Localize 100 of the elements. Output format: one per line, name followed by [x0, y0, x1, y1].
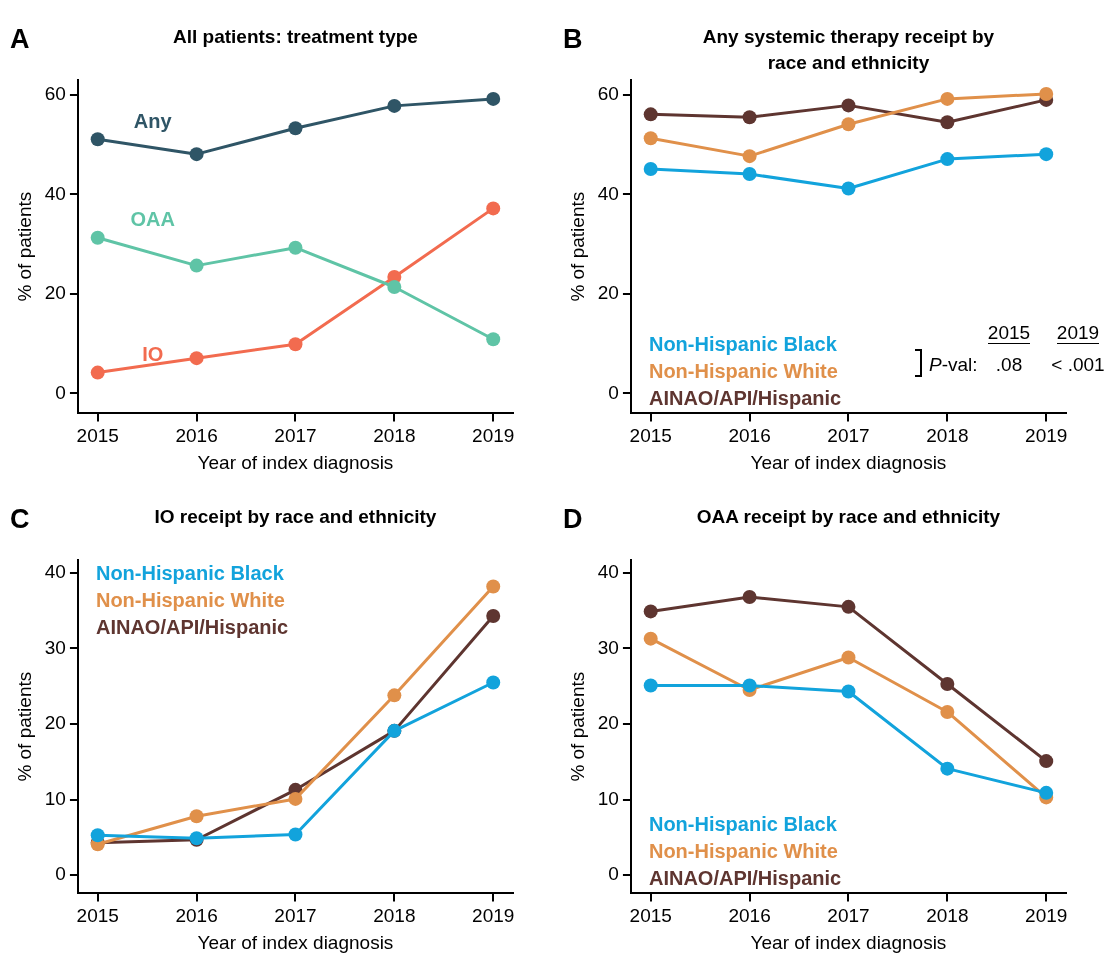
- point: [288, 121, 303, 136]
- point: [742, 149, 757, 164]
- text: Non-Hispanic Black: [95, 561, 285, 584]
- point: [288, 791, 303, 806]
- point: [841, 650, 856, 665]
- point: [643, 162, 658, 177]
- annotation: 2019: [1056, 322, 1100, 344]
- x-tick-label: 2015: [76, 425, 119, 447]
- point: [940, 704, 955, 719]
- x-tick-label: 2018: [373, 905, 416, 927]
- y-tick-label: 20: [44, 282, 66, 304]
- point: [189, 147, 204, 162]
- series-label: Any: [133, 109, 173, 132]
- y-axis-title: % of patients: [13, 191, 35, 302]
- y-tick-label: 40: [44, 561, 66, 583]
- x-tick-label: 2016: [728, 905, 771, 927]
- y-tick-label: 0: [55, 863, 66, 885]
- point: [742, 110, 757, 125]
- x-tick-label: 2017: [827, 905, 870, 927]
- x-tick-label: 2019: [1025, 905, 1068, 927]
- text: Non-Hispanic White: [648, 839, 838, 862]
- point: [841, 98, 856, 113]
- y-axis-title: % of patients: [566, 191, 588, 302]
- x-tick-label: 2015: [629, 905, 672, 927]
- x-tick-label: 2018: [926, 425, 969, 447]
- point: [1039, 785, 1054, 800]
- point: [486, 201, 501, 216]
- chart-title: IO receipt by race and ethnicity: [154, 506, 437, 527]
- point: [742, 590, 757, 605]
- x-tick-label: 2015: [76, 905, 119, 927]
- point: [387, 688, 402, 703]
- x-tick-label: 2018: [373, 425, 416, 447]
- y-tick-label: 20: [597, 712, 619, 734]
- point: [189, 809, 204, 824]
- y-tick-label: 30: [597, 636, 619, 658]
- y-tick-label: 60: [44, 83, 66, 105]
- point: [940, 761, 955, 776]
- text: Non-Hispanic Black: [648, 812, 838, 835]
- point: [643, 107, 658, 122]
- point: [742, 678, 757, 693]
- text: A: [10, 24, 30, 54]
- point: [643, 131, 658, 146]
- point: [90, 828, 105, 843]
- point: [486, 608, 501, 623]
- point: [841, 181, 856, 196]
- point: [841, 117, 856, 132]
- point: [486, 579, 501, 594]
- series-label: OAA: [130, 208, 175, 231]
- point: [643, 631, 658, 646]
- y-tick-label: 0: [55, 381, 66, 403]
- y-tick-label: 0: [608, 863, 619, 885]
- x-tick-label: 2018: [926, 905, 969, 927]
- point: [940, 676, 955, 691]
- text: AINAO/API/Hispanic: [95, 615, 289, 638]
- y-tick-label: 40: [597, 182, 619, 204]
- annotation: < .001: [1051, 354, 1105, 376]
- point: [841, 599, 856, 614]
- point: [387, 280, 402, 295]
- x-axis-title: Year of index diagnosis: [750, 451, 947, 473]
- point: [288, 337, 303, 352]
- x-tick-label: 2017: [827, 425, 870, 447]
- text: C: [10, 504, 30, 534]
- annotation: .08: [995, 354, 1023, 376]
- point: [486, 332, 501, 347]
- text: Non-Hispanic White: [95, 588, 285, 611]
- point: [288, 827, 303, 842]
- point: [189, 258, 204, 273]
- point: [90, 365, 105, 380]
- annotation: 2015: [987, 322, 1031, 344]
- point: [940, 91, 955, 106]
- annotation: P-val:: [929, 354, 978, 376]
- y-tick-label: 30: [44, 636, 66, 658]
- y-axis-title: % of patients: [13, 671, 35, 782]
- x-axis-title: Year of index diagnosis: [197, 931, 394, 953]
- x-tick-label: 2015: [629, 425, 672, 447]
- point: [940, 115, 955, 130]
- point: [486, 91, 501, 106]
- text: AINAO/API/Hispanic: [648, 866, 842, 889]
- point: [288, 240, 303, 255]
- x-tick-label: 2019: [472, 905, 515, 927]
- x-axis-title: Year of index diagnosis: [750, 931, 947, 953]
- y-tick-label: 10: [44, 787, 66, 809]
- x-tick-label: 2019: [472, 425, 515, 447]
- point: [90, 132, 105, 147]
- y-tick-label: 10: [597, 787, 619, 809]
- text: B: [563, 24, 583, 54]
- y-axis-title: % of patients: [566, 671, 588, 782]
- y-tick-label: 60: [597, 83, 619, 105]
- point: [486, 675, 501, 690]
- x-tick-label: 2017: [274, 905, 317, 927]
- series-label: IO: [142, 343, 164, 366]
- text: Non-Hispanic Black: [648, 332, 838, 355]
- point: [940, 152, 955, 167]
- x-tick-label: 2016: [175, 425, 218, 447]
- x-tick-label: 2017: [274, 425, 317, 447]
- y-tick-label: 40: [44, 182, 66, 204]
- x-tick-label: 2019: [1025, 425, 1068, 447]
- point: [1039, 147, 1054, 162]
- x-tick-label: 2016: [728, 425, 771, 447]
- chart-title: Any systemic therapy receipt by race and ethnicity: [702, 26, 995, 73]
